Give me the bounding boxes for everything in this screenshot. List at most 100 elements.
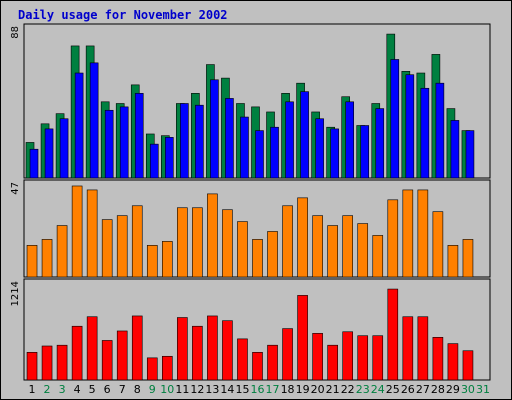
x-tick-label: 18 [281, 383, 295, 396]
x-tick-label: 19 [296, 383, 310, 396]
top-bar-series2 [435, 82, 445, 179]
bottom-bar [327, 344, 338, 381]
x-tick-label: 17 [266, 383, 280, 396]
top-bar-series2 [59, 118, 69, 179]
top-bar-series2 [119, 106, 129, 179]
middle-bar [462, 239, 474, 278]
bottom-bar [41, 345, 53, 381]
bottom-bar [71, 325, 83, 381]
top-bar-series2 [134, 93, 144, 179]
x-tick-label: 12 [190, 383, 204, 396]
middle-bar [237, 221, 248, 278]
x-tick-label: 31 [476, 383, 490, 396]
middle-bar [417, 189, 429, 278]
middle-bar [192, 207, 203, 278]
top-bar-series2 [104, 109, 114, 179]
middle-bar [86, 189, 98, 278]
bottom-bar [402, 316, 414, 381]
bottom-bar [131, 315, 143, 381]
x-tick-label: 11 [175, 383, 189, 396]
top-bar-series2 [345, 101, 354, 179]
top-bar-series2 [89, 62, 99, 179]
x-tick-label: 2 [44, 383, 51, 396]
x-tick-label: 4 [74, 383, 81, 396]
top-bar-series2 [74, 72, 84, 179]
top-bar-series2 [315, 118, 324, 179]
top-bar-series2 [420, 87, 430, 179]
bottom-ymax-label: 1214 [10, 281, 21, 306]
bottom-bar [207, 315, 218, 381]
top-bar-series2 [405, 74, 415, 179]
x-tick-label: 16 [251, 383, 265, 396]
middle-bar [297, 197, 308, 278]
x-tick-label: 22 [341, 383, 355, 396]
middle-bar [432, 211, 444, 278]
top-bar-series2 [255, 130, 264, 179]
top-bar-series2 [375, 108, 385, 179]
bottom-bar [372, 335, 384, 381]
bottom-bar [447, 343, 459, 381]
x-tick-label: 7 [119, 383, 126, 396]
bottom-bar [432, 336, 444, 381]
x-tick-label: 27 [416, 383, 430, 396]
middle-bar [312, 215, 323, 278]
middle-bar [41, 239, 53, 278]
middle-bar [56, 225, 68, 278]
top-bar-series2 [210, 79, 219, 179]
middle-bar [116, 215, 128, 278]
bottom-bar [267, 344, 278, 381]
bottom-bar [312, 333, 323, 381]
x-tick-label: 13 [205, 383, 219, 396]
bottom-bar [56, 344, 68, 381]
middle-bar [207, 193, 218, 278]
bottom-bar [86, 316, 98, 381]
middle-bar [146, 245, 158, 278]
bottom-bar [417, 316, 429, 381]
bottom-bar [462, 350, 474, 381]
middle-bar [342, 215, 353, 278]
bottom-bar [237, 338, 248, 381]
middle-bar [222, 209, 233, 278]
middle-bar [387, 199, 399, 278]
x-tick-label: 28 [431, 383, 445, 396]
top-bar-series2 [44, 128, 54, 179]
top-bar-series2 [390, 59, 400, 179]
top-bar-series2 [165, 137, 174, 179]
bottom-bar [146, 357, 158, 381]
bottom-bar [297, 295, 308, 381]
top-bar-series2 [330, 128, 339, 179]
bottom-bar [282, 328, 293, 381]
bottom-bar [116, 330, 128, 381]
x-tick-label: 10 [160, 383, 174, 396]
top-ymax-label: 88 [10, 26, 21, 39]
middle-bar [357, 223, 369, 278]
x-tick-label: 9 [149, 383, 156, 396]
top-bar-series2 [225, 98, 234, 179]
top-bar-series2 [180, 103, 189, 179]
x-tick-label: 23 [356, 383, 370, 396]
middle-bar [282, 205, 293, 278]
bottom-bar [177, 317, 188, 381]
bottom-bar [342, 331, 353, 381]
x-tick-label: 6 [104, 383, 111, 396]
middle-ymax-label: 47 [10, 182, 21, 195]
top-bar-series2 [270, 126, 279, 179]
x-tick-label: 15 [235, 383, 249, 396]
x-tick-label: 21 [326, 383, 340, 396]
bottom-bar [387, 288, 399, 381]
x-tick-label: 20 [311, 383, 325, 396]
top-bar-series2 [195, 104, 204, 179]
top-bar-series2 [29, 148, 39, 179]
top-bar-series2 [450, 120, 460, 179]
bottom-bar [222, 320, 233, 381]
x-tick-label: 8 [134, 383, 141, 396]
x-tick-label: 1 [29, 383, 36, 396]
chart-title: Daily usage for November 2002 [18, 8, 228, 22]
x-tick-label: 24 [371, 383, 385, 396]
x-tick-label: 14 [220, 383, 234, 396]
bottom-bar [357, 335, 369, 381]
bottom-bar [26, 352, 38, 381]
middle-bar [372, 235, 384, 278]
middle-bar [402, 189, 414, 278]
